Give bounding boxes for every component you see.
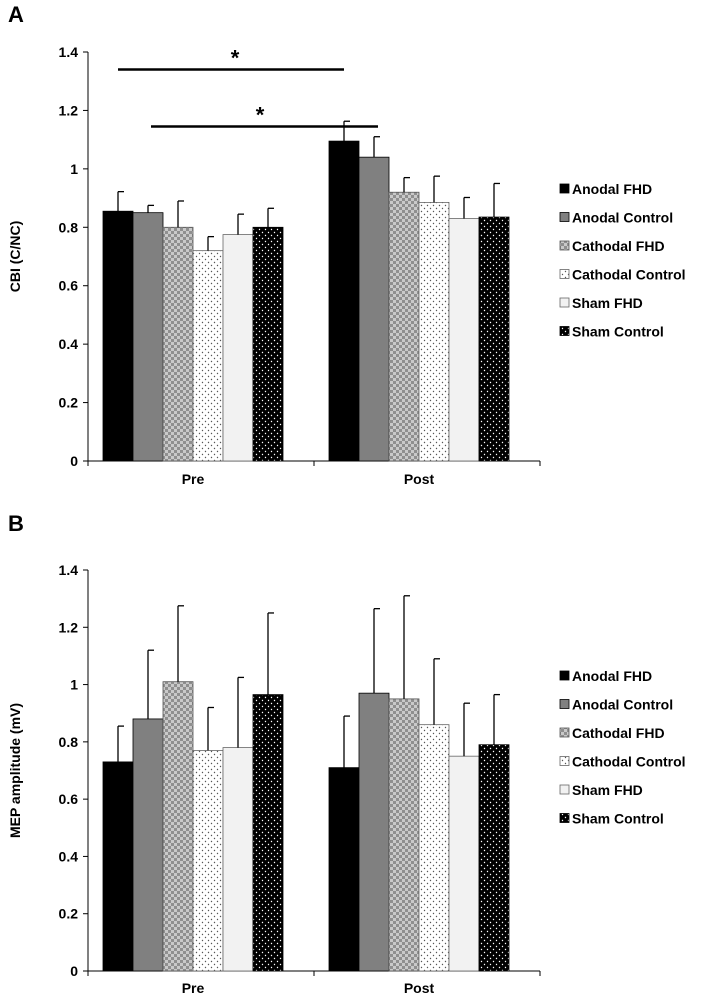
bar-sham-fhd-pre (222, 234, 254, 462)
bar-cathodal-fhd-post (388, 698, 420, 972)
legend-label-sham-control: Sham Control (572, 811, 664, 827)
bar-sham-control-pre (252, 694, 284, 972)
bar-sham-fhd-post (448, 755, 480, 972)
legend-label-cathodal-control: Cathodal Control (572, 267, 686, 283)
legend-swatch-anodal-fhd (559, 670, 570, 681)
legend-swatch-sham-control (559, 326, 570, 336)
legend-swatch-cathodal-control (559, 756, 570, 766)
y-tick-label: 0 (70, 453, 78, 469)
legend-label-cathodal-control: Cathodal Control (572, 754, 686, 770)
bar-anodal-fhd-pre (102, 761, 134, 972)
legend-swatch-anodal-control (559, 212, 570, 222)
bar-sham-fhd-pre (222, 747, 254, 972)
y-tick-label: 0.4 (59, 336, 79, 352)
bar-cathodal-control-post (418, 724, 450, 972)
bar-anodal-fhd-pre (102, 210, 134, 462)
y-tick-label: 0 (70, 963, 78, 979)
y-tick-label: 1.4 (59, 44, 79, 60)
y-tick-label: 1.4 (59, 562, 79, 578)
panel-b: B 0 0.2 0.4 0.6 0.8 1 1.2 1.4 MEP amplitude (mV) P… (7, 511, 686, 996)
bar-cathodal-fhd-pre (162, 226, 194, 462)
y-tick-label: 0.2 (59, 395, 79, 411)
y-tick-label: 0.6 (59, 791, 79, 807)
significance-star: * (231, 46, 240, 71)
category-label-post: Post (404, 980, 435, 996)
bar-cathodal-control-pre (192, 250, 224, 462)
legend-swatch-anodal-fhd (559, 183, 570, 194)
y-tick-label: 0.2 (59, 906, 79, 922)
panel-label: A (8, 2, 24, 27)
bar-anodal-control-pre (132, 718, 164, 972)
legend-label-sham-fhd: Sham FHD (572, 782, 643, 798)
bar-cathodal-fhd-post (388, 191, 420, 462)
legend-label-anodal-control: Anodal Control (572, 210, 673, 226)
y-tick-label: 0.8 (59, 734, 79, 750)
legend-swatch-sham-fhd (559, 297, 570, 308)
bar-cathodal-control-post (418, 202, 450, 462)
legend-swatch-cathodal-fhd (559, 240, 570, 251)
legend-label-anodal-fhd: Anodal FHD (572, 668, 652, 684)
bar-anodal-control-post (358, 156, 390, 462)
legend-label-anodal-fhd: Anodal FHD (572, 181, 652, 197)
y-tick-label: 1 (70, 161, 78, 177)
panel-label: B (8, 511, 24, 536)
y-tick-label: 1 (70, 677, 78, 693)
category-label-pre: Pre (182, 980, 205, 996)
y-tick-label: 1.2 (59, 619, 79, 635)
significance-star: * (256, 102, 265, 127)
y-tick-label: 0.6 (59, 278, 79, 294)
bar-sham-control-post (478, 744, 510, 972)
y-tick-label: 0.4 (59, 848, 79, 864)
bar-anodal-fhd-post (328, 140, 360, 462)
legend-swatch-sham-fhd (559, 784, 570, 795)
bar-sham-fhd-post (448, 218, 480, 462)
legend-label-sham-fhd: Sham FHD (572, 295, 643, 311)
legend-label-cathodal-fhd: Cathodal FHD (572, 725, 665, 741)
legend-label-anodal-control: Anodal Control (572, 697, 673, 713)
category-label-pre: Pre (182, 471, 205, 487)
legend-label-sham-control: Sham Control (572, 324, 664, 340)
y-axis-label: CBI (C/NC) (7, 221, 23, 293)
legend-swatch-sham-control (559, 813, 570, 823)
bar-anodal-fhd-post (328, 767, 360, 972)
y-axis-label: MEP amplitude (mV) (7, 703, 23, 838)
bar-cathodal-control-pre (192, 750, 224, 972)
bar-sham-control-pre (252, 226, 284, 462)
legend-swatch-anodal-control (559, 699, 570, 709)
y-tick-label: 0.8 (59, 219, 79, 235)
legend-swatch-cathodal-control (559, 269, 570, 279)
bar-anodal-control-pre (132, 212, 164, 462)
category-label-post: Post (404, 471, 435, 487)
y-tick-label: 1.2 (59, 102, 79, 118)
bar-sham-control-post (478, 216, 510, 462)
bar-anodal-control-post (358, 692, 390, 972)
bar-cathodal-fhd-pre (162, 681, 194, 972)
legend-label-cathodal-fhd: Cathodal FHD (572, 238, 665, 254)
panel-a: A 0 0.2 0.4 0.6 0.8 1 1.2 1.4 CBI (C/NC) Pre Post * *… (7, 2, 686, 487)
legend-swatch-cathodal-fhd (559, 727, 570, 738)
